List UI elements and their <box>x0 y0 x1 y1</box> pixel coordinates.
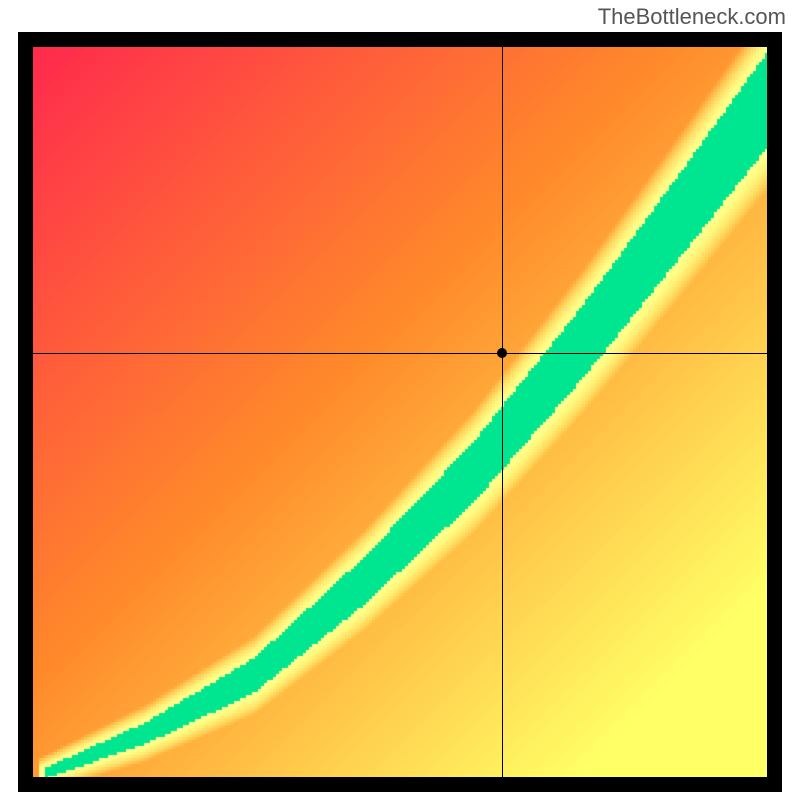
crosshair-horizontal <box>33 353 767 354</box>
crosshair-marker <box>497 348 507 358</box>
bottleneck-heatmap-plot <box>18 32 782 792</box>
attribution-text: TheBottleneck.com <box>598 4 786 30</box>
crosshair-vertical <box>502 47 503 777</box>
heatmap-canvas <box>33 47 767 777</box>
